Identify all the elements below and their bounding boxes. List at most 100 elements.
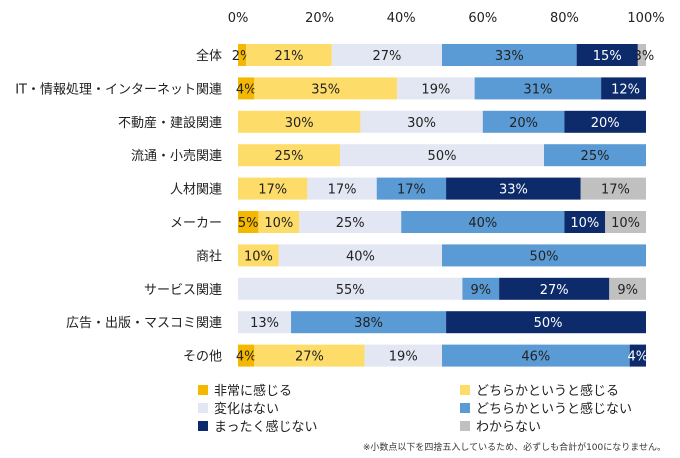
data-label: 20% xyxy=(509,116,538,131)
data-label: 50% xyxy=(428,149,457,164)
data-label: 25% xyxy=(581,149,610,164)
x-tick-label: 60% xyxy=(468,11,497,26)
bar-segment xyxy=(462,277,500,300)
bar-segment xyxy=(442,344,630,367)
bar-segment xyxy=(499,277,610,300)
legend-swatch-no-change xyxy=(198,402,208,413)
legend-swatch-not-at-all xyxy=(198,420,208,431)
data-label: 4% xyxy=(628,350,649,365)
category-label: サービス関連 xyxy=(144,283,222,298)
bar-segment xyxy=(401,211,565,233)
x-tick-label: 80% xyxy=(550,11,579,26)
bar-segment xyxy=(564,110,646,133)
bar-segment xyxy=(307,177,377,200)
data-label: 17% xyxy=(601,183,630,198)
stacked-bar-chart: 0% 20% 40% 60% 80% 100%全体 2% 21% 27% 33% 15% 3%IT・情… xyxy=(15,11,665,367)
data-label: 33% xyxy=(495,49,524,64)
x-tick-label: 100% xyxy=(627,11,664,26)
category-label: メーカー xyxy=(170,216,222,231)
bar-segment xyxy=(442,44,577,66)
data-label: 17% xyxy=(397,183,426,198)
bar-segment xyxy=(254,344,365,367)
bar-segment xyxy=(258,211,300,233)
data-label: 10% xyxy=(611,216,640,231)
data-label: 40% xyxy=(468,216,497,231)
data-label: 21% xyxy=(275,49,304,64)
bar-segment xyxy=(238,344,255,367)
data-label: 12% xyxy=(611,82,640,97)
bar-segment xyxy=(609,277,646,300)
legend-swatch-unknown xyxy=(460,420,470,431)
data-label: 27% xyxy=(372,49,401,64)
legend-item-unknown: わからない xyxy=(460,416,541,435)
data-label: 3% xyxy=(634,49,655,64)
data-label: 5% xyxy=(238,216,259,231)
data-label: 27% xyxy=(295,350,324,365)
bar-segment xyxy=(446,311,646,334)
legend-item-no-change: 変化はない xyxy=(198,398,279,417)
bar-segment xyxy=(605,211,646,233)
bar-segment xyxy=(238,277,463,300)
data-label: 25% xyxy=(275,149,304,164)
bar-segment xyxy=(564,211,606,233)
legend-item-very-much: 非常に感じる xyxy=(198,380,292,399)
data-label: 46% xyxy=(521,350,550,365)
data-label: 50% xyxy=(534,316,563,331)
data-label: 55% xyxy=(336,283,365,298)
data-label: 27% xyxy=(540,283,569,298)
data-label: 19% xyxy=(389,350,418,365)
legend-label-very-much: 非常に感じる xyxy=(214,384,293,399)
bar-segment xyxy=(637,44,646,66)
data-label: 9% xyxy=(470,283,491,298)
data-label: 33% xyxy=(499,183,528,198)
data-label: 10% xyxy=(264,216,293,231)
data-label: 10% xyxy=(244,249,273,264)
bar-segment xyxy=(442,244,646,267)
legend-label-not-at-all: まったく感じない xyxy=(214,420,318,435)
bar-segment xyxy=(238,177,308,200)
bar-segment xyxy=(238,44,247,66)
data-label: 31% xyxy=(523,82,552,97)
data-label: 30% xyxy=(407,116,436,131)
category-label: 人材関連 xyxy=(170,183,222,198)
bar-segment xyxy=(331,44,442,66)
data-label: 38% xyxy=(354,316,383,331)
legend-swatch-somewhat-not xyxy=(460,402,470,413)
data-label: 40% xyxy=(346,249,375,264)
category-label: 流通・小売関連 xyxy=(131,148,222,164)
bar-segment xyxy=(238,211,259,233)
bar-segment xyxy=(238,311,292,334)
bar-segment xyxy=(254,77,398,100)
legend: 非常に感じる どちらかというと感じる 変化はない どちらかというと感じない まっ… xyxy=(198,380,668,440)
bar-segment xyxy=(238,77,255,100)
data-label: 13% xyxy=(250,316,279,331)
legend-label-somewhat-not: どちらかというと感じない xyxy=(476,402,633,417)
data-label: 50% xyxy=(530,249,559,264)
x-tick-label: 40% xyxy=(387,11,416,26)
bar-segment xyxy=(299,211,402,233)
data-label: 4% xyxy=(236,350,257,365)
bar-segment xyxy=(601,77,646,100)
bar-segment xyxy=(238,110,361,133)
category-label: 商社 xyxy=(196,248,222,264)
bar-segment xyxy=(397,77,475,100)
bar-segment xyxy=(446,177,581,200)
bar-segment xyxy=(238,244,279,267)
data-label: 10% xyxy=(570,216,599,231)
legend-label-unknown: わからない xyxy=(476,420,542,435)
data-label: 9% xyxy=(617,283,638,298)
bar-segment xyxy=(576,44,638,66)
bar-segment xyxy=(544,144,646,167)
x-tick-label: 0% xyxy=(228,11,249,26)
category-label: 不動産・建設関連 xyxy=(118,115,222,131)
data-label: 15% xyxy=(593,49,622,64)
bar-segment xyxy=(376,177,447,200)
bar-segment xyxy=(278,244,442,267)
legend-label-somewhat: どちらかというと感じる xyxy=(476,384,620,399)
bar-segment xyxy=(629,344,646,367)
bar-segment xyxy=(291,311,447,334)
footnote: ※小数点以下を四捨五入しているため、必ずしも合計が100になりません。 xyxy=(362,443,666,453)
legend-item-not-at-all: まったく感じない xyxy=(198,416,317,435)
data-label: 25% xyxy=(336,216,365,231)
category-label: IT・情報処理・インターネット関連 xyxy=(15,82,222,97)
